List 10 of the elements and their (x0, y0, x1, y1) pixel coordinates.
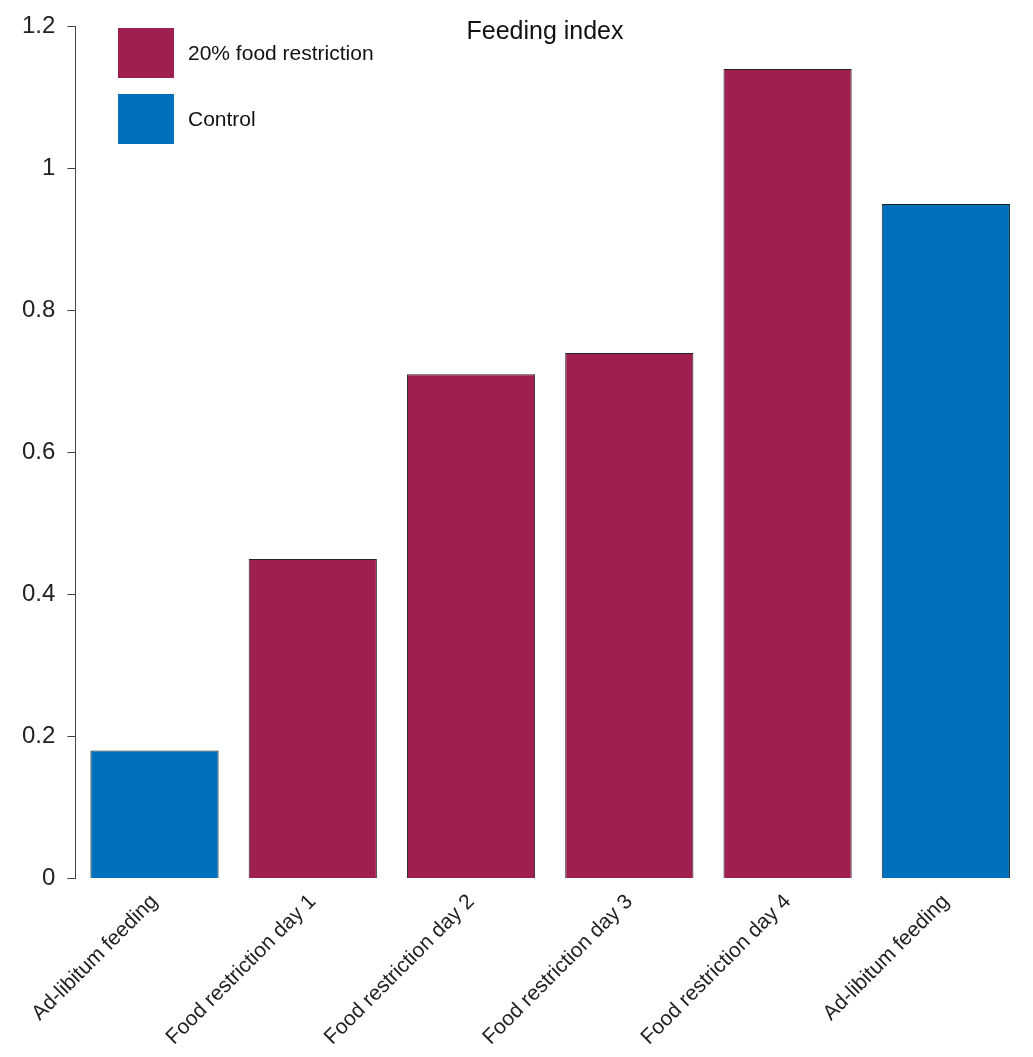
chart-title: Feeding index (465, 16, 625, 45)
y-tick-label: 0 (42, 863, 56, 891)
legend-label: 20% food restriction (188, 41, 374, 65)
y-tick-label: 1 (42, 153, 56, 181)
y-tick-label: 0.4 (21, 579, 56, 607)
y-tick-label: 0.2 (21, 721, 56, 749)
y-tick-label: 0.8 (21, 295, 56, 323)
y-tick-label: 0.6 (21, 437, 56, 465)
legend-label: Control (188, 107, 256, 131)
y-tick-label: 1.2 (21, 11, 56, 39)
